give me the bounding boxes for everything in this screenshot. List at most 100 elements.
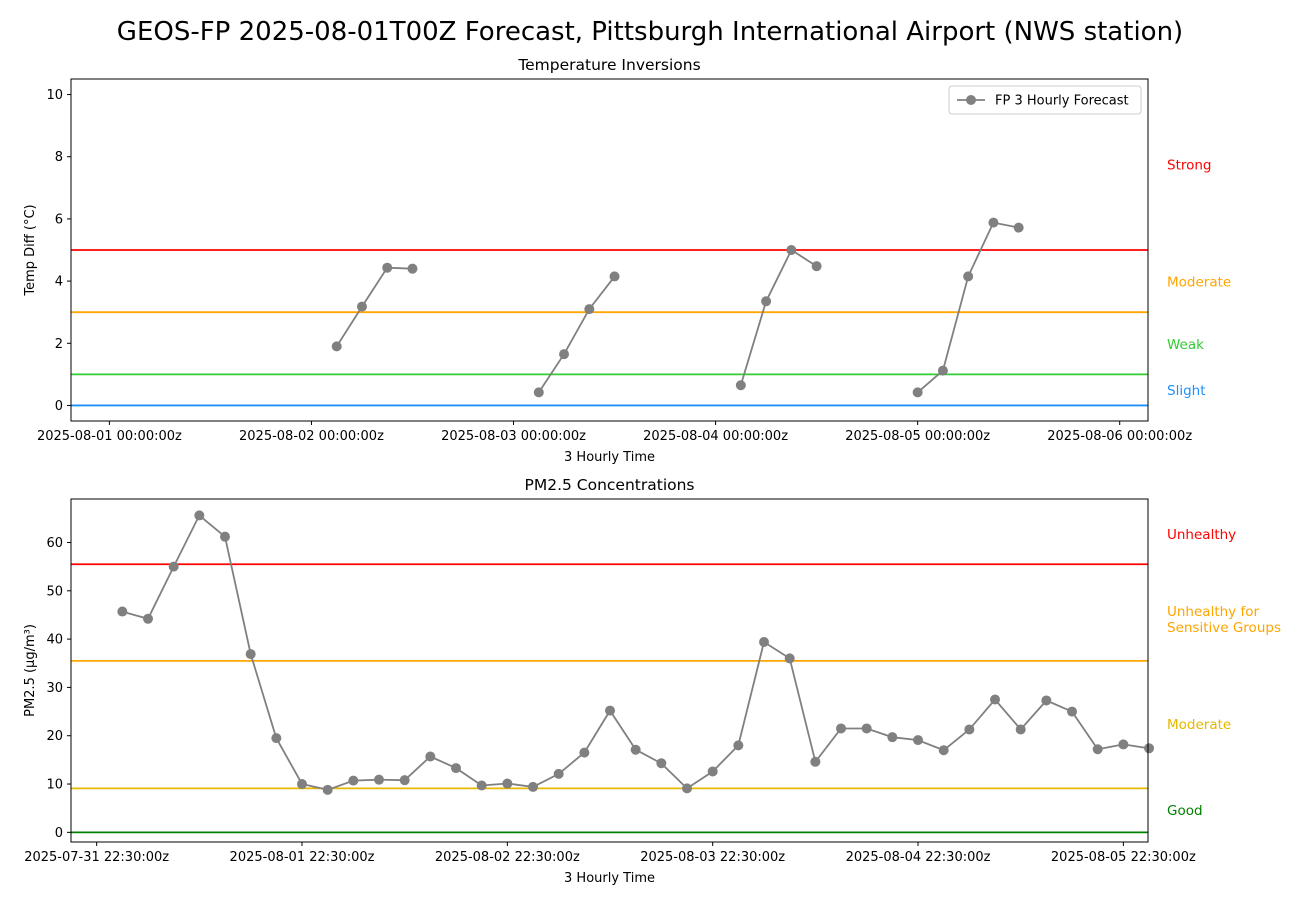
- data-point: [348, 775, 359, 786]
- data-point: [425, 751, 436, 762]
- data-point: [451, 763, 462, 774]
- data-point: [1144, 743, 1155, 754]
- series-line: [335, 266, 413, 347]
- data-point: [861, 723, 872, 734]
- y-tick-label: 10: [46, 778, 63, 793]
- data-point: [374, 774, 385, 785]
- x-tick-label: 2025-08-03 00:00:00z: [441, 429, 586, 444]
- y-tick-label: 2: [55, 337, 63, 352]
- data-point: [887, 732, 898, 743]
- plot-frame: [70, 498, 1149, 843]
- data-point: [656, 758, 667, 769]
- data-point: [937, 365, 948, 376]
- y-axis-label: Temp Diff (°C): [23, 204, 38, 296]
- panel-title: PM2.5 Concentrations: [524, 476, 694, 494]
- category-label: Unhealthy for: [1167, 604, 1259, 620]
- data-point: [331, 341, 342, 352]
- data-point: [553, 768, 564, 779]
- data-point: [117, 606, 128, 617]
- data-point: [810, 756, 821, 767]
- category-label: Good: [1167, 803, 1203, 819]
- y-tick-label: 60: [46, 536, 63, 551]
- data-point: [836, 723, 847, 734]
- data-point: [220, 531, 231, 542]
- data-point: [938, 745, 949, 756]
- series-line: [538, 275, 616, 393]
- data-point: [245, 649, 256, 660]
- data-point: [1092, 744, 1103, 755]
- data-point: [579, 747, 590, 758]
- x-axis-label: 3 Hourly Time: [564, 450, 655, 465]
- y-tick-label: 4: [55, 275, 63, 290]
- temperature-inversions-panel: Temperature Inversions 0 2 4 6 8 10 2025-08-01 …: [23, 56, 1231, 465]
- legend-box: [948, 85, 1142, 115]
- y-tick-label: 6: [55, 212, 63, 227]
- category-label: Sensitive Groups: [1167, 620, 1281, 636]
- data-point: [194, 510, 205, 521]
- data-point: [1067, 706, 1078, 717]
- data-point: [733, 740, 744, 751]
- data-point: [1015, 724, 1026, 735]
- x-tick-label: 2025-08-02 00:00:00z: [239, 429, 384, 444]
- y-tick-label: 10: [46, 88, 63, 103]
- data-point: [476, 780, 487, 791]
- data-point: [988, 217, 999, 228]
- y-tick-label: 0: [55, 399, 63, 414]
- data-point: [528, 781, 539, 792]
- x-tick-label: 2025-08-01 00:00:00z: [37, 429, 182, 444]
- data-point: [990, 694, 1001, 705]
- data-point: [1118, 739, 1129, 750]
- data-point: [382, 262, 393, 273]
- x-tick-label: 2025-07-31 22:30:00z: [24, 850, 169, 865]
- category-label: Slight: [1167, 383, 1206, 399]
- x-tick-label: 2025-08-06 00:00:00z: [1047, 429, 1192, 444]
- x-tick-label: 2025-08-03 22:30:00z: [640, 850, 785, 865]
- category-label: Strong: [1167, 158, 1212, 174]
- data-point: [913, 735, 924, 746]
- x-tick-label: 2025-08-05 22:30:00z: [1051, 850, 1196, 865]
- y-tick-label: 40: [46, 633, 63, 648]
- y-tick-label: 0: [55, 826, 63, 841]
- data-point: [1013, 222, 1024, 233]
- data-point: [407, 263, 418, 274]
- category-label: Moderate: [1167, 717, 1231, 733]
- data-point: [356, 301, 367, 312]
- y-tick-label: 30: [46, 681, 63, 696]
- y-axis-label: PM2.5 (µg/m³): [23, 624, 38, 717]
- data-point: [761, 296, 772, 307]
- x-axis-label: 3 Hourly Time: [564, 871, 655, 886]
- data-point: [1041, 695, 1052, 706]
- data-point: [533, 387, 544, 398]
- data-point: [271, 733, 282, 744]
- category-label: Unhealthy: [1167, 527, 1236, 543]
- data-point: [609, 271, 620, 282]
- series-line: [917, 221, 1019, 394]
- data-point: [584, 304, 595, 315]
- y-tick-label: 50: [46, 584, 63, 599]
- data-point: [168, 561, 179, 572]
- data-point: [964, 724, 975, 735]
- figure-title: GEOS-FP 2025-08-01T00Z Forecast, Pittsbu…: [117, 17, 1183, 47]
- data-point: [630, 744, 641, 755]
- y-tick-label: 20: [46, 729, 63, 744]
- data-point: [707, 766, 718, 777]
- x-tick-label: 2025-08-04 22:30:00z: [846, 850, 991, 865]
- data-point: [399, 775, 410, 786]
- series-line: [739, 248, 818, 386]
- data-point: [322, 784, 333, 795]
- data-point: [811, 261, 822, 272]
- data-point: [912, 387, 923, 398]
- legend-label: FP 3 Hourly Forecast: [995, 94, 1129, 109]
- pm25-concentrations-panel: PM2.5 Concentrations 0 10 20 30 40 50 60 2025-07…: [23, 476, 1281, 886]
- x-tick-label: 2025-08-01 22:30:00z: [230, 850, 375, 865]
- data-point: [502, 778, 513, 789]
- data-point: [786, 245, 797, 255]
- data-point: [784, 653, 795, 664]
- x-tick-label: 2025-08-05 00:00:00z: [845, 429, 990, 444]
- data-point: [963, 271, 974, 282]
- legend-marker: [966, 95, 976, 105]
- x-tick-label: 2025-08-02 22:30:00z: [435, 850, 580, 865]
- data-point: [143, 613, 154, 624]
- data-point: [605, 705, 616, 716]
